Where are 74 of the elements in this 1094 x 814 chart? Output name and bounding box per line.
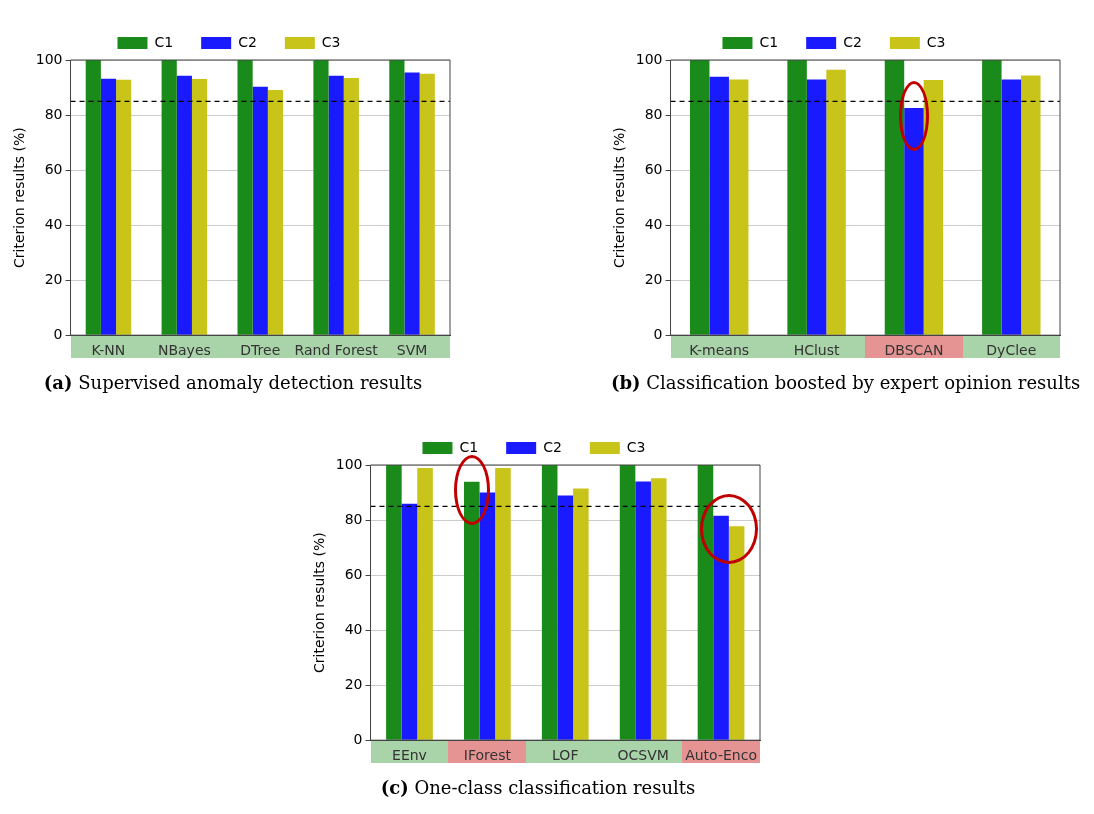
bar xyxy=(417,468,433,740)
bar xyxy=(401,503,418,740)
x-tick-label: K-means xyxy=(689,342,750,359)
y-tick-label: 100 xyxy=(335,455,363,472)
y-tick-label: 60 xyxy=(44,160,63,177)
bar xyxy=(982,60,1002,335)
y-tick-label: 80 xyxy=(344,510,363,527)
x-tick-label: IForest xyxy=(463,747,512,764)
y-tick-label: 0 xyxy=(353,730,363,747)
bar xyxy=(495,468,511,740)
bar xyxy=(904,107,924,335)
y-tick-label: 40 xyxy=(644,215,663,232)
bar xyxy=(690,60,710,335)
legend-label: C2 xyxy=(238,33,257,50)
bar xyxy=(923,80,944,335)
bar xyxy=(573,488,589,740)
y-tick-label: 20 xyxy=(644,270,663,287)
bar xyxy=(650,478,667,740)
y-tick-label: 0 xyxy=(653,325,663,342)
y-tick-label: 100 xyxy=(35,50,63,67)
legend-label: C2 xyxy=(843,33,862,50)
legend-label: C3 xyxy=(626,438,646,455)
bar xyxy=(464,481,480,740)
legend-label: C2 xyxy=(543,438,562,455)
bar xyxy=(1001,79,1022,335)
text: (b) Classification boosted by expert opinion results xyxy=(610,372,1081,393)
x-tick-label: HClust xyxy=(793,342,841,359)
legend-label: C1 xyxy=(459,438,479,455)
legend-label: C1 xyxy=(759,33,779,50)
bar xyxy=(557,495,574,740)
y-tick-label: 40 xyxy=(44,215,63,232)
y-tick-label: 80 xyxy=(44,105,63,122)
x-tick-label: NBayes xyxy=(157,342,211,359)
x-tick-label: DyClee xyxy=(986,342,1037,359)
x-tick-label: LOF xyxy=(552,747,579,764)
y-tick-label: 40 xyxy=(344,620,363,637)
y-axis-title: Criterion results (%) xyxy=(611,127,628,268)
bar xyxy=(709,76,729,335)
bar xyxy=(728,526,745,740)
y-axis-title: Criterion results (%) xyxy=(11,127,28,268)
legend-label: C3 xyxy=(926,33,946,50)
x-tick-label: SVM xyxy=(396,342,428,359)
bar xyxy=(697,465,714,740)
y-tick-label: 100 xyxy=(635,50,663,67)
x-tick-label: K-NN xyxy=(91,342,126,359)
legend-label: C3 xyxy=(321,33,341,50)
bar xyxy=(713,515,729,740)
bar xyxy=(479,492,496,740)
y-tick-label: 20 xyxy=(44,270,63,287)
y-tick-label: 60 xyxy=(344,565,363,582)
y-tick-label: 20 xyxy=(344,675,363,692)
bar xyxy=(541,465,558,740)
x-tick-label: EEnv xyxy=(392,747,427,764)
text: (a) Supervised anomaly detection results xyxy=(43,372,423,393)
legend-label: C1 xyxy=(154,33,174,50)
bar xyxy=(787,60,807,335)
y-tick-label: 80 xyxy=(644,105,663,122)
x-tick-label: OCSVM xyxy=(617,747,669,764)
x-tick-label: DBSCAN xyxy=(884,342,944,359)
bar xyxy=(728,79,749,335)
bar xyxy=(826,69,846,335)
bar xyxy=(635,481,651,740)
x-tick-label: Rand Forest xyxy=(294,342,379,359)
bar xyxy=(386,465,402,740)
x-tick-label: DTree xyxy=(240,342,281,359)
bar xyxy=(1021,75,1041,335)
y-tick-label: 60 xyxy=(644,160,663,177)
bar xyxy=(619,465,636,740)
x-tick-label: Auto-Enco xyxy=(685,747,757,764)
bar xyxy=(884,60,905,335)
bar xyxy=(806,79,827,335)
y-axis-title: Criterion results (%) xyxy=(311,532,328,673)
text: (c) One-class classification results xyxy=(380,777,696,798)
y-tick-label: 0 xyxy=(53,325,63,342)
